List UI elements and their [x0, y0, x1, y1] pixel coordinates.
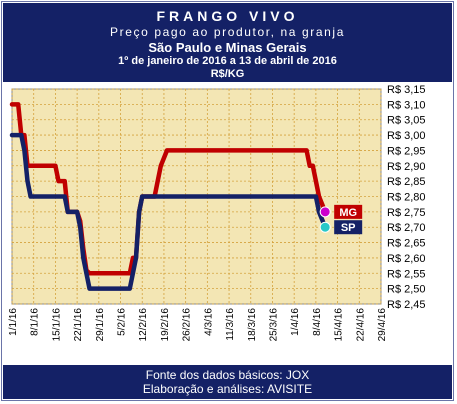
- y-tick-label: R$ 2,50: [387, 284, 426, 296]
- y-tick-label: R$ 2,45: [387, 299, 426, 311]
- series-label-mg: MG: [339, 207, 357, 219]
- x-tick-label: 25/3/16: [268, 308, 279, 342]
- x-tick-label: 18/3/16: [247, 308, 258, 342]
- y-tick-label: R$ 2,85: [387, 176, 426, 188]
- line-chart: R$ 3,15 R$ 3,10 R$ 3,05 R$ 3,00 R$ 2,95 R$ 2,…: [8, 84, 426, 342]
- x-tick-label: 22/4/16: [355, 308, 366, 342]
- y-tick-label: R$ 2,90: [387, 161, 426, 173]
- x-tick-label: 29/4/16: [377, 308, 388, 342]
- chart-plot-area: R$ 3,15 R$ 3,10 R$ 3,05 R$ 3,00 R$ 2,95 R$ 2,…: [3, 82, 452, 365]
- x-tick-label: 8/4/16: [312, 308, 323, 336]
- y-tick-label: R$ 3,10: [387, 99, 426, 111]
- y-tick-label: R$ 2,75: [387, 207, 426, 219]
- y-tick-label: R$ 3,00: [387, 130, 426, 142]
- x-tick-label: 12/2/16: [138, 308, 149, 342]
- chart-unit: R$/KG: [210, 68, 245, 80]
- chart-header: FRANGO VIVO Preço pago ao produtor, na g…: [3, 3, 452, 82]
- y-tick-label: R$ 2,55: [387, 268, 426, 280]
- x-tick-label: 11/3/16: [225, 308, 236, 341]
- y-tick-label: R$ 2,65: [387, 238, 426, 250]
- chart-region: São Paulo e Minas Gerais: [148, 40, 307, 55]
- chart-title: FRANGO VIVO: [156, 8, 299, 24]
- credit-text: Elaboração e análises: AVISITE: [142, 382, 313, 396]
- chart-period: 1º de janeiro de 2016 a 13 de abril de 2…: [118, 55, 337, 67]
- y-tick-label: R$ 3,05: [387, 115, 426, 127]
- x-tick-label: 29/1/16: [95, 308, 106, 342]
- chart-footer: Fonte dos dados básicos: JOX Elaboração …: [3, 365, 452, 399]
- x-tick-label: 19/2/16: [160, 308, 171, 342]
- end-marker-sp: [319, 221, 331, 233]
- x-tick-label: 15/4/16: [334, 308, 345, 342]
- x-tick-label: 1/1/16: [8, 308, 19, 336]
- x-tick-label: 15/1/16: [51, 308, 62, 342]
- series-label-sp: SP: [341, 222, 356, 234]
- y-tick-label: R$ 2,80: [387, 192, 426, 204]
- source-text: Fonte dos dados básicos: JOX: [145, 368, 310, 382]
- series-label-box-sp: [334, 220, 363, 235]
- y-tick-label: R$ 2,70: [387, 222, 426, 234]
- x-tick-label: 26/2/16: [182, 308, 193, 342]
- end-marker-mg: [319, 206, 331, 218]
- series-label-box-mg: [334, 204, 363, 219]
- y-tick-label: R$ 2,95: [387, 145, 426, 157]
- y-tick-label: R$ 2,60: [387, 253, 426, 265]
- chart-subtitle: Preço pago ao produtor, na granja: [110, 25, 345, 39]
- x-tick-label: 4/3/16: [203, 308, 214, 336]
- x-tick-label: 5/2/16: [117, 308, 128, 336]
- x-tick-label: 1/4/16: [290, 308, 301, 336]
- series-line-sp: [9, 132, 328, 291]
- series-line-mg: [9, 102, 328, 276]
- x-tick-label: 22/1/16: [73, 308, 84, 342]
- x-tick-label: 8/1/16: [30, 308, 41, 336]
- y-tick-label: R$ 3,15: [387, 84, 426, 96]
